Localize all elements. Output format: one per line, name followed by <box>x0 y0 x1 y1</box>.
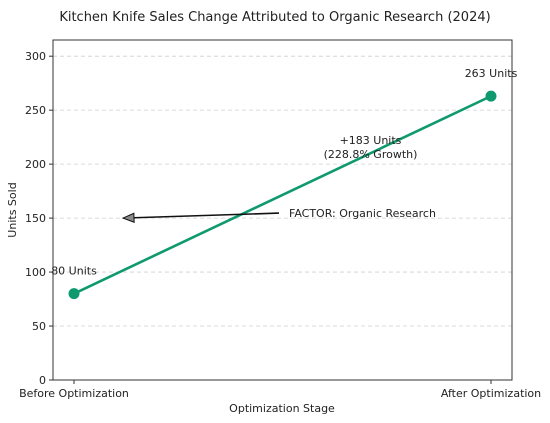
chart-title: Kitchen Knife Sales Change Attributed to… <box>59 10 490 25</box>
change-label-growth: (228.8% Growth) <box>324 148 418 161</box>
factor-arrow-head <box>121 212 135 223</box>
y-tick-label: 0 <box>39 374 46 387</box>
factor-arrow <box>133 212 280 219</box>
x-tick-label: After Optimization <box>441 387 541 400</box>
y-axis-ticks: 0 50 100 150 200 250 300 <box>25 50 53 387</box>
plot-frame <box>52 39 513 381</box>
x-axis-label: Optimization Stage <box>229 402 335 415</box>
y-tick-label: 50 <box>32 320 46 333</box>
y-tick-label: 100 <box>25 266 46 279</box>
x-tick-label: Before Optimization <box>19 387 129 400</box>
factor-label: FACTOR: Organic Research <box>289 207 436 220</box>
point-label-after: 263 Units <box>465 67 518 80</box>
series-line <box>73 94 492 295</box>
y-tick-label: 150 <box>25 212 46 225</box>
change-label-units: +183 Units <box>340 134 402 147</box>
y-tick-label: 250 <box>25 104 46 117</box>
y-tick-label: 300 <box>25 50 46 63</box>
y-axis-label: Units Sold <box>6 182 19 237</box>
point-label-before: 80 Units <box>51 265 97 278</box>
data-point <box>68 288 80 300</box>
x-axis-ticks: Before Optimization After Optimization <box>19 380 541 400</box>
series-layer <box>68 90 497 300</box>
y-tick-label: 200 <box>25 158 46 171</box>
data-point <box>485 90 497 102</box>
